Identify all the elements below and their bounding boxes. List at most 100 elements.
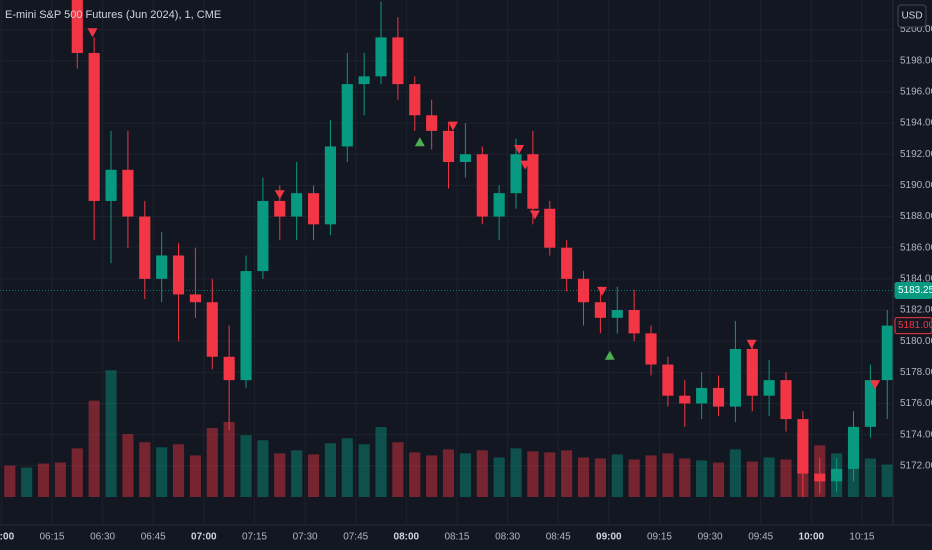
volume-bar (544, 452, 556, 497)
x-tick-label: 09:00 (596, 532, 622, 543)
y-tick-label: 5196.00 (900, 87, 932, 98)
candle-body (358, 76, 370, 85)
sell-signal (87, 28, 98, 38)
volume-bar (88, 400, 100, 497)
volume-bar (274, 453, 286, 497)
y-tick-label: 5182.00 (900, 305, 932, 316)
y-tick-label: 5178.00 (900, 367, 932, 378)
price-label-box (894, 317, 932, 335)
x-tick-label: 08:00 (394, 532, 420, 543)
volume-bar (476, 450, 488, 497)
candle-body (392, 37, 404, 85)
candle-body (864, 380, 876, 427)
volume-bar (611, 454, 623, 497)
volume-bar (881, 464, 893, 497)
candle-body (746, 348, 758, 396)
volume-bar (37, 463, 50, 497)
volume-bar (358, 444, 370, 497)
candle-body (847, 426, 860, 469)
y-tick-label: 5192.00 (900, 149, 932, 160)
sell-signal (545, 235, 556, 245)
volume-bar (712, 462, 725, 497)
volume-bar (21, 467, 33, 497)
volume-bar (763, 457, 775, 497)
x-tick-label: 07:15 (242, 532, 267, 543)
volume-bar (561, 450, 573, 497)
volume-bar (122, 434, 134, 497)
x-tick-label: 09:30 (698, 532, 723, 543)
candle-body (763, 380, 775, 396)
x-tick-label: 09:45 (748, 532, 773, 543)
candle-body (71, 0, 83, 53)
sell-signal (447, 121, 458, 131)
candle-body (527, 154, 539, 209)
volume-bar (594, 458, 606, 497)
volume-bar (291, 450, 303, 497)
y-tick-label: 5184.00 (900, 273, 932, 284)
currency-button[interactable] (897, 4, 927, 28)
y-tick-label: 5174.00 (900, 429, 932, 440)
volume-bar (409, 452, 421, 497)
candle-body (105, 169, 117, 201)
volume-bar (780, 459, 792, 497)
y-tick-label: 5194.00 (900, 118, 932, 129)
volume-bar (392, 442, 404, 497)
volume-bar (189, 455, 201, 497)
sell-signal (746, 339, 757, 349)
volume-bar (679, 458, 691, 497)
candle-body (611, 310, 623, 318)
y-tick-label: 5186.00 (900, 242, 932, 253)
volume-bar (493, 457, 505, 497)
candle-body (577, 278, 590, 303)
candle-body (88, 52, 100, 201)
y-tick-label: 5200.00 (900, 24, 932, 35)
volume-bar (628, 459, 640, 497)
candle-body (679, 395, 691, 404)
y-tick-label: 5190.00 (900, 180, 932, 191)
candle-body (729, 348, 741, 407)
candle-body (442, 130, 455, 163)
volume-bar (172, 444, 185, 497)
x-tick-label: 07:45 (343, 532, 368, 543)
x-tick-label: 10:15 (849, 532, 874, 543)
volume-bar (156, 447, 168, 497)
candle-body (628, 310, 640, 334)
y-tick-label: 5198.00 (900, 55, 932, 66)
volume-bar (105, 370, 117, 497)
candle-body (510, 154, 522, 194)
volume-bar (746, 461, 758, 497)
price-label: 5183.25 (898, 285, 932, 296)
volume-bar (645, 455, 657, 497)
axes: 5172.00 5174.00 5176.00 5178.00 5180.00 5182.… (0, 24, 932, 543)
x-tick-label: 08:45 (546, 532, 571, 543)
candle-body (561, 247, 573, 279)
signal-layer (87, 28, 881, 390)
volume-bar (426, 455, 438, 497)
volume-bar (240, 435, 252, 497)
candle-body (409, 84, 421, 116)
sell-signal (597, 286, 608, 296)
sell-signal (274, 190, 285, 200)
volume-bar (442, 449, 455, 497)
y-tick-label: 5176.00 (900, 398, 932, 409)
candle-body (375, 37, 387, 77)
x-tick-label: 07:00 (191, 532, 217, 543)
candle-body (712, 387, 725, 407)
candle-body (257, 200, 269, 272)
volume-bar (696, 460, 708, 497)
currency-label[interactable]: USD (901, 11, 922, 22)
sell-signal (520, 160, 531, 170)
volume-bar (662, 453, 674, 497)
candle-body (696, 387, 708, 404)
candle-body (881, 325, 893, 381)
volume-bar (375, 427, 387, 497)
volume-bar (54, 462, 66, 497)
x-tick-label: 08:30 (495, 532, 520, 543)
sell-signal (514, 145, 525, 155)
candle-body (223, 356, 235, 381)
candle-body (341, 84, 353, 147)
x-tick-label: 06:30 (90, 532, 115, 543)
candle-body (544, 208, 556, 248)
x-tick-label: 06:15 (39, 532, 64, 543)
